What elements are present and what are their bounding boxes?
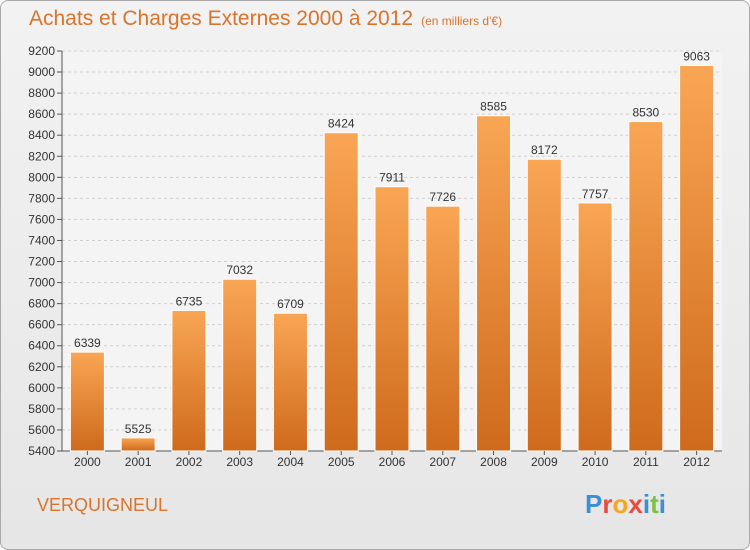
y-tick-label: 7000 (28, 276, 55, 290)
bar (69, 351, 105, 452)
bar-value-label: 7757 (582, 187, 609, 201)
y-tick-label: 6800 (28, 297, 55, 311)
y-tick-label: 8200 (28, 149, 55, 163)
bar (628, 121, 664, 452)
x-tick-label: 2011 (633, 455, 659, 469)
x-tick-label: 2012 (683, 455, 710, 469)
bar-value-label: 6735 (176, 294, 203, 308)
y-tick-label: 5400 (28, 444, 55, 458)
chart-title: Achats et Charges Externes 2000 à 2012 (e… (29, 7, 502, 31)
x-tick-label: 2005 (328, 455, 355, 469)
y-tick-label: 8800 (28, 86, 55, 100)
y-tick-label: 9000 (28, 65, 55, 79)
bar-value-label: 9063 (683, 49, 710, 63)
y-tick-label: 5800 (28, 402, 55, 416)
title-main: Achats et Charges Externes 2000 à 2012 (29, 7, 414, 30)
y-tick-label: 6200 (28, 360, 55, 374)
y-tick-label: 5600 (28, 423, 55, 437)
y-tick-label: 8600 (28, 107, 55, 121)
logo-letter: x (628, 489, 643, 519)
bar-value-label: 7911 (379, 171, 405, 185)
x-tick-label: 2008 (480, 455, 507, 469)
x-tick-label: 2010 (582, 455, 609, 469)
bar (374, 186, 410, 452)
logo-letter: r (602, 489, 613, 519)
bar (476, 115, 512, 452)
bar (425, 205, 461, 452)
logo-letter: o (612, 489, 629, 519)
logo-letter: t (650, 489, 659, 519)
logo-letter: i (658, 489, 666, 519)
x-tick-label: 2001 (125, 455, 152, 469)
bar-value-label: 5525 (125, 422, 152, 436)
y-tick-label: 8400 (28, 128, 55, 142)
y-tick-label: 7800 (28, 191, 55, 205)
y-tick-label: 7200 (28, 255, 55, 269)
x-tick-label: 2000 (74, 455, 101, 469)
bar (323, 132, 359, 452)
location-name: VERQUIGNEUL (37, 495, 169, 515)
plot-area: 5400 5600 5800 6000 6200 6400 6600 6800 7000 7200… (28, 44, 722, 469)
logo-letter: i (642, 489, 651, 519)
y-tick-label: 6400 (28, 339, 55, 353)
title-unit: (en milliers d'€) (421, 14, 503, 28)
x-tick-label: 2004 (277, 455, 304, 469)
bar-value-label: 6709 (277, 297, 304, 311)
bar (526, 158, 562, 452)
bar (171, 309, 207, 452)
bar-value-label: 7726 (429, 190, 456, 204)
bar-value-label: 7032 (226, 263, 253, 277)
y-tick-label: 6000 (28, 381, 55, 395)
bar (120, 437, 156, 452)
bar (222, 278, 258, 452)
y-tick-label: 8000 (28, 170, 55, 184)
bar-value-label: 6339 (74, 336, 101, 350)
y-tick-label: 7400 (28, 233, 55, 247)
bar-value-label: 8585 (480, 100, 507, 114)
y-tick-label: 7600 (28, 212, 55, 226)
bar (577, 202, 613, 452)
bar (272, 312, 308, 452)
x-tick-label: 2006 (379, 455, 406, 469)
logo-letter: P (585, 489, 603, 519)
x-tick-label: 2007 (429, 455, 456, 469)
bar-value-label: 8172 (531, 143, 558, 157)
bar-value-label: 8530 (632, 106, 659, 120)
x-tick-label: 2003 (226, 455, 253, 469)
x-tick-label: 2002 (176, 455, 203, 469)
bar (679, 64, 715, 452)
bar-value-label: 8424 (328, 117, 355, 131)
proxiti-logo: Proxiti (585, 489, 666, 520)
x-tick-label: 2009 (531, 455, 558, 469)
y-tick-label: 9200 (28, 44, 55, 58)
y-tick-label: 6600 (28, 318, 55, 332)
